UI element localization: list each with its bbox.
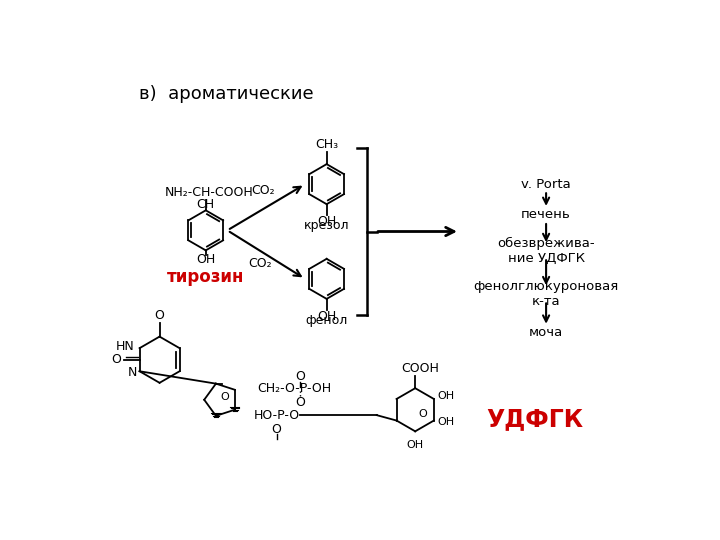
Text: O: O [155, 309, 164, 322]
Text: v. Porta: v. Porta [521, 178, 571, 191]
Text: OH: OH [438, 417, 455, 427]
Text: HN: HN [116, 340, 135, 353]
Text: OH: OH [196, 253, 215, 266]
Text: O: O [112, 353, 122, 366]
Text: OH: OH [317, 215, 336, 228]
Text: CH₂-O-P-OH: CH₂-O-P-OH [257, 382, 331, 395]
Text: NH₂-CH-COOH: NH₂-CH-COOH [165, 186, 254, 199]
Text: CH: CH [197, 198, 215, 211]
Text: OH: OH [438, 391, 455, 401]
Text: O: O [418, 409, 427, 419]
Text: CO₂: CO₂ [248, 257, 271, 270]
Text: HO-P-O: HO-P-O [253, 409, 300, 422]
Text: тирозин: тирозин [167, 267, 245, 286]
Text: OH: OH [407, 440, 424, 450]
Text: фенолглюкуроновая
к-та: фенолглюкуроновая к-та [474, 280, 618, 308]
Text: N: N [128, 366, 138, 379]
Text: CH₃: CH₃ [315, 138, 338, 151]
Text: CO₂: CO₂ [251, 184, 274, 197]
Text: моча: моча [529, 326, 563, 339]
Text: УДФГК: УДФГК [486, 407, 583, 431]
Text: в)  ароматические: в) ароматические [139, 85, 314, 103]
Text: обезврежива-
ние УДФГК: обезврежива- ние УДФГК [498, 237, 595, 265]
Text: O: O [271, 422, 282, 435]
Text: COOH: COOH [401, 362, 438, 375]
Text: OH: OH [317, 310, 336, 323]
Text: O: O [220, 392, 230, 402]
Text: печень: печень [521, 208, 571, 221]
Text: O: O [294, 370, 305, 383]
Text: крезол: крезол [304, 219, 349, 232]
Text: O: O [294, 396, 305, 409]
Text: фенол: фенол [305, 314, 348, 327]
